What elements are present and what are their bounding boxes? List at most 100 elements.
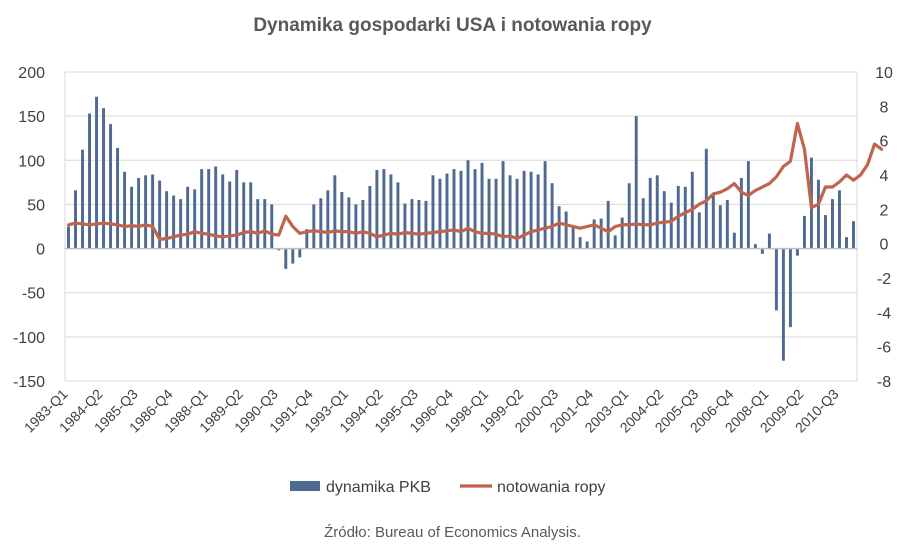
- bar-dynamika-pkb: [445, 173, 449, 249]
- source-note: Źródło: Bureau of Economics Analysis.: [324, 524, 581, 541]
- right-tick-label: 10: [875, 65, 893, 82]
- bar-dynamika-pkb: [256, 199, 260, 249]
- bar-dynamika-pkb: [298, 248, 302, 258]
- bar-dynamika-pkb: [711, 193, 715, 249]
- bar-dynamika-pkb: [382, 169, 386, 249]
- left-tick-label: 100: [18, 153, 45, 170]
- bar-dynamika-pkb: [501, 161, 505, 249]
- bar-dynamika-pkb: [620, 217, 624, 249]
- bar-dynamika-pkb: [522, 170, 526, 249]
- bar-dynamika-pkb: [375, 169, 379, 249]
- bar-dynamika-pkb: [753, 244, 757, 249]
- bar-dynamika-pkb: [795, 248, 799, 256]
- bar-dynamika-pkb: [284, 248, 288, 269]
- bar-dynamika-pkb: [466, 160, 470, 249]
- left-tick-label: 0: [36, 242, 45, 259]
- bar-dynamika-pkb: [662, 191, 666, 249]
- bar-dynamika-pkb: [571, 226, 575, 249]
- right-tick-label: -8: [877, 374, 891, 391]
- bar-dynamika-pkb: [123, 171, 127, 249]
- bar-dynamika-pkb: [403, 203, 407, 249]
- bar-dynamika-pkb: [277, 248, 281, 251]
- bar-dynamika-pkb: [368, 185, 372, 249]
- bar-dynamika-pkb: [732, 232, 736, 249]
- bar-dynamika-pkb: [137, 177, 141, 249]
- bar-dynamika-pkb: [193, 189, 197, 249]
- bar-dynamika-pkb: [179, 199, 183, 249]
- bar-dynamika-pkb: [305, 229, 309, 249]
- bar-dynamika-pkb: [557, 206, 561, 249]
- bar-dynamika-pkb: [235, 169, 239, 249]
- legend-label-notowania-ropy: notowania ropy: [497, 479, 606, 496]
- bar-dynamika-pkb: [81, 149, 84, 249]
- bar-dynamika-pkb: [347, 197, 351, 249]
- bar-dynamika-pkb: [263, 199, 267, 249]
- bar-dynamika-pkb: [852, 221, 855, 249]
- bar-dynamika-pkb: [242, 182, 246, 249]
- right-axis-ticks: 10 8 6 4 2 0 -2 -4 -6 -8: [875, 65, 893, 391]
- left-tick-label: 200: [18, 65, 45, 82]
- bar-dynamika-pkb: [228, 181, 232, 249]
- bar-dynamika-pkb: [431, 175, 435, 249]
- bar-dynamika-pkb: [354, 204, 358, 249]
- bar-dynamika-pkb: [838, 190, 841, 249]
- bar-dynamika-pkb: [291, 248, 295, 264]
- bars-dynamika-pkb: [67, 96, 855, 361]
- bar-dynamika-pkb: [494, 178, 498, 249]
- bar-dynamika-pkb: [508, 175, 512, 249]
- bar-dynamika-pkb: [536, 174, 540, 249]
- bar-dynamika-pkb: [158, 180, 162, 249]
- bar-dynamika-pkb: [186, 186, 190, 249]
- bar-dynamika-pkb: [67, 226, 70, 249]
- bar-dynamika-pkb: [102, 108, 106, 249]
- x-axis-ticks: 1983-Q11984-Q21985-Q31986-Q41988-Q11989-…: [21, 386, 842, 436]
- bar-dynamika-pkb: [333, 175, 337, 249]
- bar-dynamika-pkb: [845, 237, 848, 249]
- bar-dynamika-pkb: [669, 202, 673, 249]
- bar-dynamika-pkb: [781, 248, 785, 361]
- bar-dynamika-pkb: [459, 170, 463, 249]
- legend: dynamika PKB notowania ropy: [290, 479, 606, 496]
- bar-dynamika-pkb: [312, 204, 316, 249]
- bar-dynamika-pkb: [326, 190, 330, 249]
- bar-dynamika-pkb: [487, 178, 491, 249]
- bar-dynamika-pkb: [480, 162, 484, 249]
- left-axis-ticks: 200 150 100 50 0 -50 -100 -150: [13, 65, 45, 391]
- bar-dynamika-pkb: [109, 124, 113, 249]
- bar-dynamika-pkb: [655, 175, 659, 249]
- bar-dynamika-pkb: [515, 178, 519, 249]
- right-tick-label: 6: [880, 134, 889, 151]
- bar-dynamika-pkb: [718, 205, 722, 249]
- bar-dynamika-pkb: [396, 182, 400, 249]
- bar-dynamika-pkb: [606, 200, 610, 249]
- bar-dynamika-pkb: [214, 166, 218, 249]
- bar-dynamika-pkb: [816, 179, 820, 249]
- bar-dynamika-pkb: [144, 175, 148, 249]
- bar-dynamika-pkb: [361, 200, 365, 249]
- bar-dynamika-pkb: [627, 183, 631, 249]
- bar-dynamika-pkb: [543, 161, 547, 249]
- bar-dynamika-pkb: [697, 212, 701, 249]
- bar-dynamika-pkb: [417, 200, 421, 249]
- bar-dynamika-pkb: [74, 190, 77, 249]
- bar-dynamika-pkb: [746, 161, 750, 249]
- right-tick-label: 2: [880, 202, 889, 219]
- left-tick-label: -100: [13, 330, 45, 347]
- chart-title: Dynamika gospodarki USA i notowania ropy: [253, 15, 652, 36]
- bar-dynamika-pkb: [410, 199, 414, 249]
- bar-dynamika-pkb: [207, 169, 211, 249]
- bar-dynamika-pkb: [389, 174, 393, 249]
- bar-dynamika-pkb: [823, 215, 827, 249]
- bar-dynamika-pkb: [767, 233, 771, 249]
- bar-dynamika-pkb: [599, 218, 603, 249]
- left-tick-label: -50: [22, 286, 45, 303]
- bar-dynamika-pkb: [319, 198, 323, 249]
- bar-dynamika-pkb: [200, 169, 204, 249]
- bar-dynamika-pkb: [438, 178, 442, 249]
- bar-dynamika-pkb: [774, 248, 778, 311]
- bar-dynamika-pkb: [424, 200, 428, 249]
- legend-label-dynamika-pkb: dynamika PKB: [326, 479, 431, 496]
- line-notowania-ropy: [66, 121, 884, 241]
- legend-swatch-dynamika-pkb: [290, 481, 320, 491]
- left-tick-label: 50: [27, 197, 45, 214]
